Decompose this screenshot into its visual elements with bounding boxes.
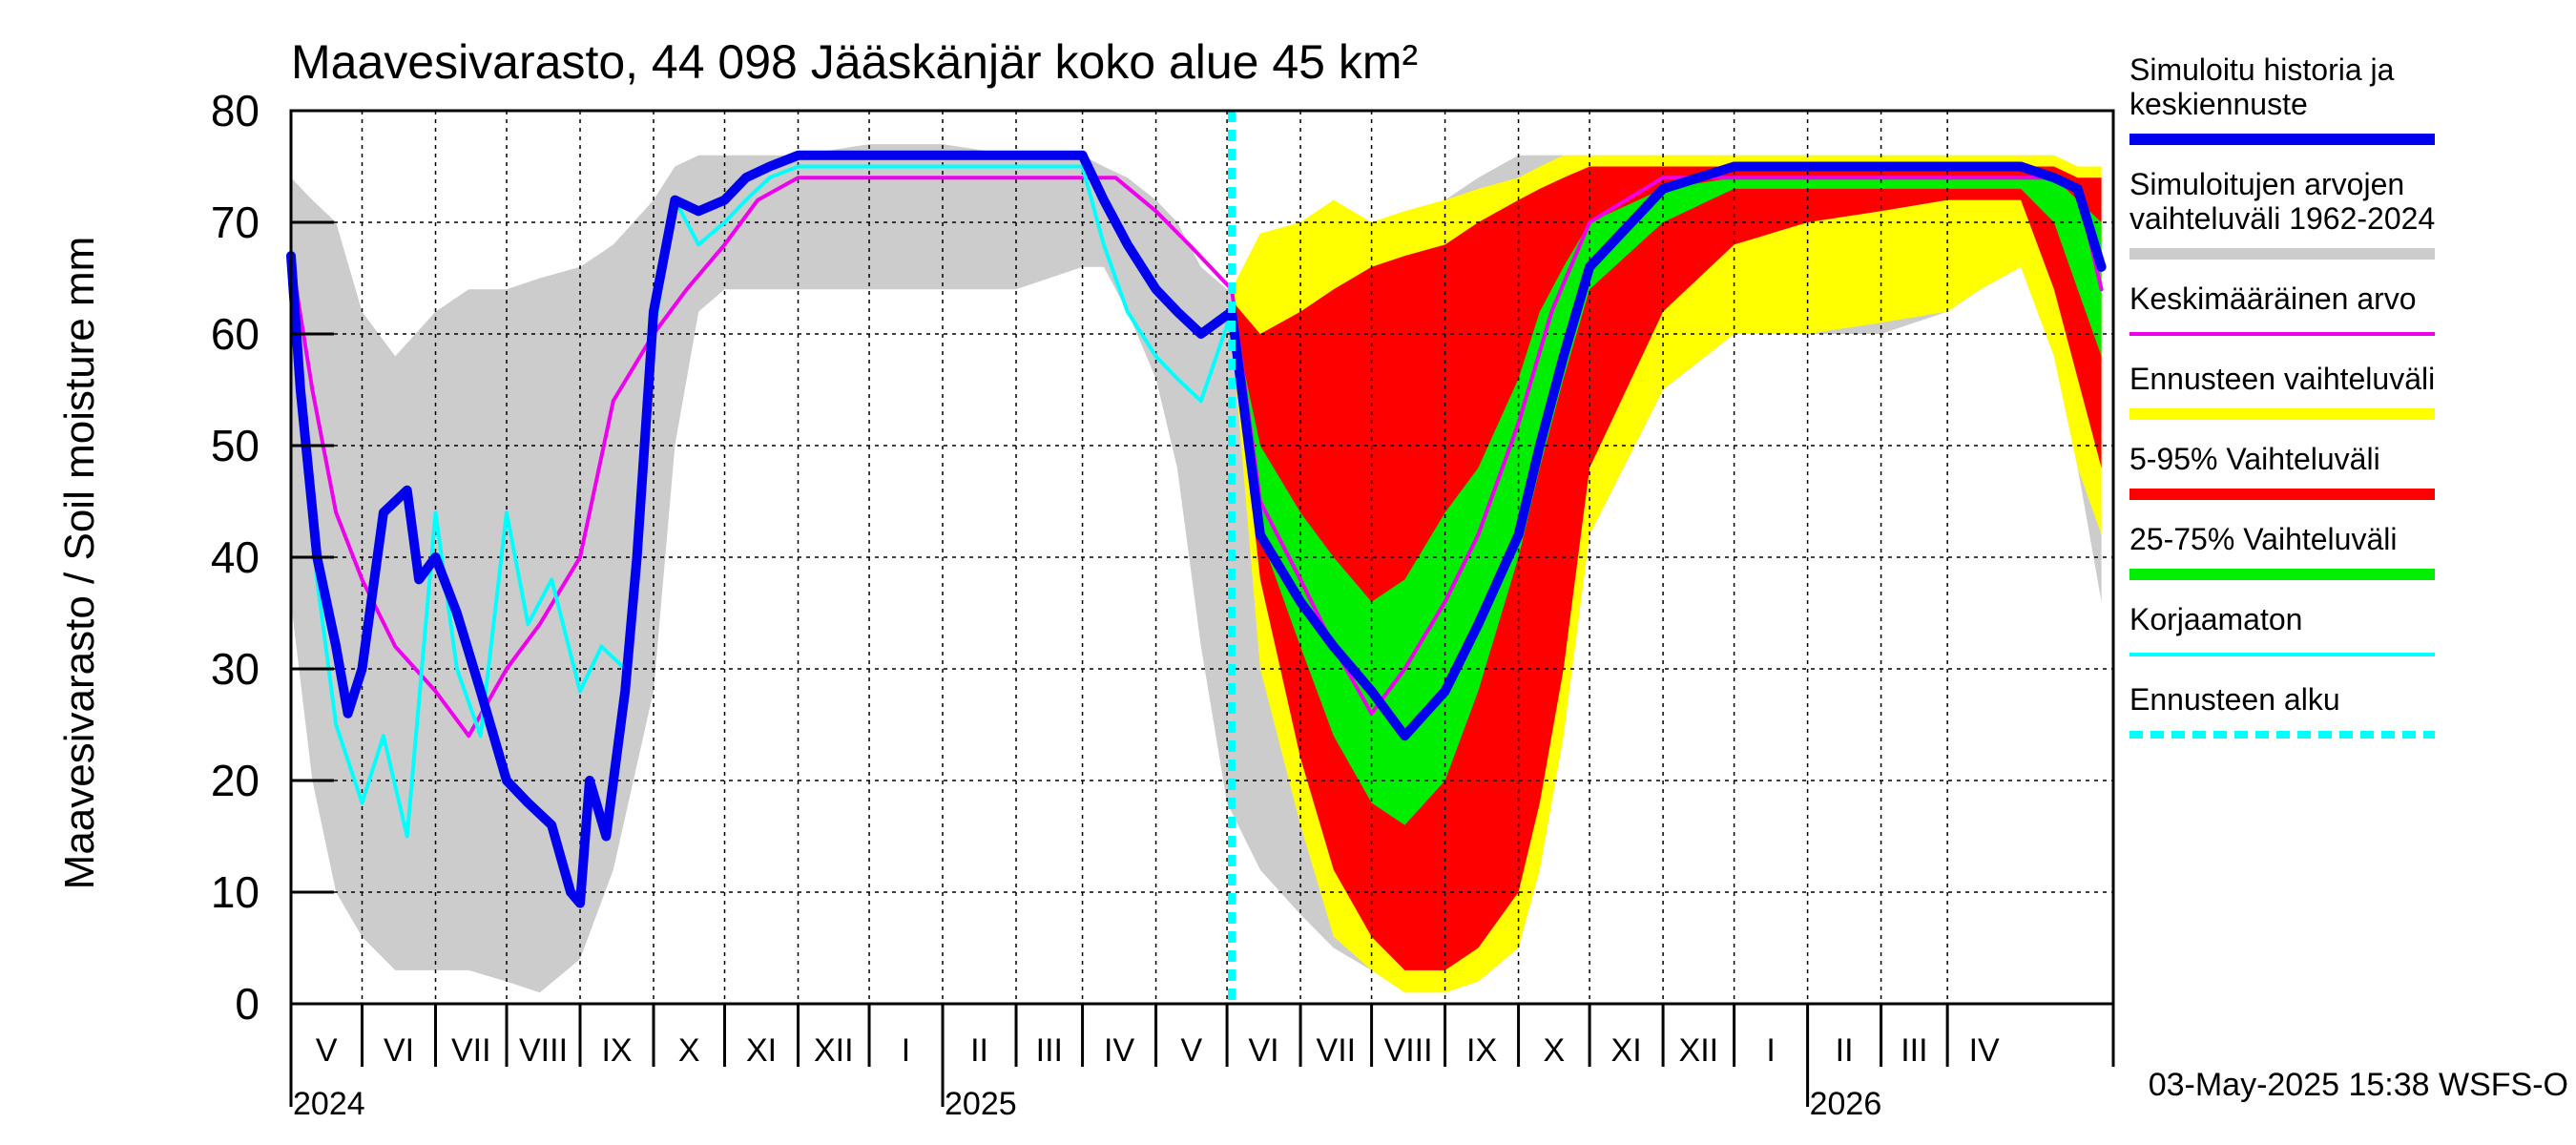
- y-axis-ticks: 0 10 20 30 40 50 60 70 80: [211, 86, 334, 1029]
- year-label: 2026: [1810, 1086, 1882, 1122]
- month-label: VII: [1317, 1032, 1357, 1069]
- p25-75-band: [1232, 177, 2102, 825]
- month-label: II: [970, 1032, 988, 1069]
- legend-label: Simuloitu historia ja: [2129, 52, 2395, 87]
- month-label: IX: [601, 1032, 632, 1069]
- month-label: XII: [1679, 1032, 1719, 1069]
- y-tick-label: 70: [211, 198, 260, 247]
- y-tick-label: 10: [211, 867, 260, 917]
- legend-label: Keskimääräinen arvo: [2129, 281, 2417, 316]
- y-tick-label: 30: [211, 644, 260, 694]
- y-tick-label: 60: [211, 309, 260, 359]
- chart-title: Maavesivarasto, 44 098 Jääskänjär koko a…: [291, 35, 1418, 89]
- legend-item: 5-95% Vaihteluväli: [2129, 442, 2435, 500]
- legend-label: 25-75% Vaihteluväli: [2129, 522, 2397, 556]
- month-label: X: [1543, 1032, 1565, 1069]
- month-label: III: [1901, 1032, 1927, 1069]
- legend-label: Simuloitujen arvojen: [2129, 167, 2404, 201]
- legend-label: vaihteluväli 1962-2024: [2129, 201, 2435, 236]
- series-lines: [286, 150, 2107, 908]
- legend-label: keskiennuste: [2129, 87, 2308, 121]
- legend-label: Ennusteen vaihteluväli: [2129, 362, 2435, 396]
- month-label: IX: [1466, 1032, 1497, 1069]
- month-label: III: [1036, 1032, 1063, 1069]
- legend-label: 5-95% Vaihteluväli: [2129, 442, 2380, 476]
- year-label: 2024: [293, 1086, 365, 1122]
- month-label: XII: [814, 1032, 854, 1069]
- y-tick-label: 80: [211, 86, 260, 135]
- month-label: X: [678, 1032, 700, 1069]
- plot-area: [286, 109, 2115, 1006]
- legend-item: Keskimääräinen arvo: [2129, 281, 2435, 336]
- y-tick-label: 20: [211, 756, 260, 805]
- month-label: IV: [1104, 1032, 1134, 1069]
- legend-item: 25-75% Vaihteluväli: [2129, 522, 2435, 580]
- month-label: I: [1766, 1032, 1775, 1069]
- legend-label: Ennusteen alku: [2129, 682, 2340, 717]
- y-tick-label: 0: [235, 979, 260, 1029]
- legend: Simuloitu historia jakeskiennusteSimuloi…: [2129, 52, 2435, 739]
- x-axis: V VI VII VIII IX X XI XII I II III IV V VI VII VIII IX X X…: [289, 1004, 2115, 1122]
- year-label: 2025: [945, 1086, 1017, 1122]
- y-tick-label: 40: [211, 532, 260, 582]
- footer-timestamp: 03-May-2025 15:38 WSFS-O: [2149, 1067, 2568, 1103]
- month-label: V: [1180, 1032, 1202, 1069]
- month-label: VIII: [1384, 1032, 1433, 1069]
- month-label: XI: [746, 1032, 777, 1069]
- month-label: V: [316, 1032, 338, 1069]
- legend-label: Korjaamaton: [2129, 602, 2302, 636]
- simulated-line: [286, 150, 2107, 908]
- month-label: II: [1836, 1032, 1854, 1069]
- month-label: VI: [384, 1032, 414, 1069]
- legend-item: Ennusteen alku: [2129, 682, 2435, 739]
- month-label: XI: [1611, 1032, 1642, 1069]
- month-label: VI: [1249, 1032, 1279, 1069]
- mean-line: [289, 176, 2104, 739]
- month-label: VIII: [519, 1032, 568, 1069]
- y-tick-label: 50: [211, 421, 260, 470]
- p25-75-area: [1232, 177, 2102, 825]
- month-label: VII: [451, 1032, 491, 1069]
- legend-item: Ennusteen vaihteluväli: [2129, 362, 2435, 420]
- legend-item: Korjaamaton: [2129, 602, 2435, 656]
- month-label: I: [902, 1032, 910, 1069]
- y-axis-label: Maavesivarasto / Soil moisture mm: [56, 237, 103, 890]
- month-label: IV: [1969, 1032, 2000, 1069]
